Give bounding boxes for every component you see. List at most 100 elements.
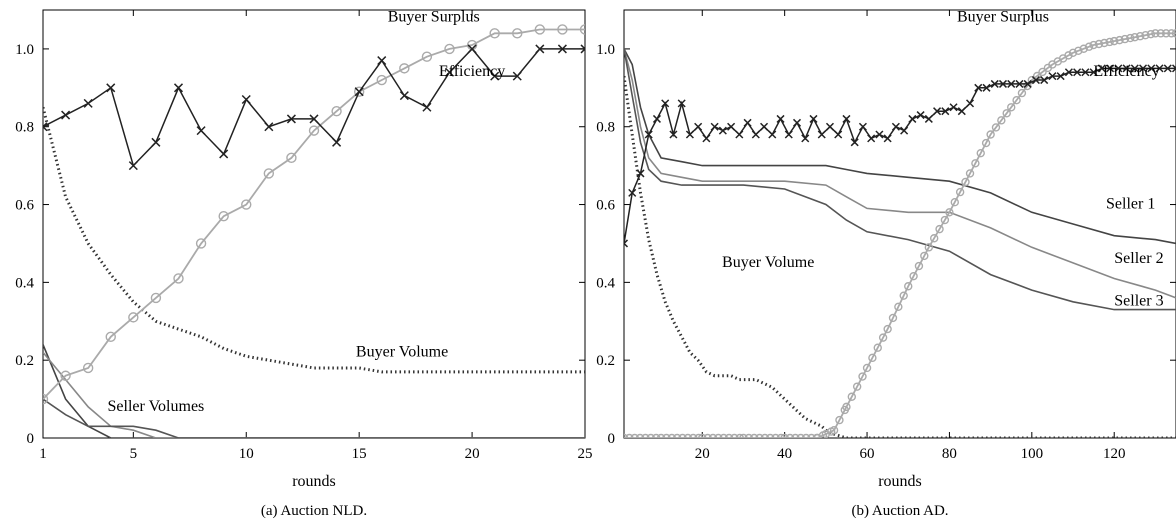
data-point-buyer_surplus bbox=[991, 123, 1001, 132]
data-point-buyer_surplus bbox=[579, 24, 585, 35]
data-point-efficiency bbox=[809, 114, 818, 123]
data-point-buyer_surplus bbox=[1002, 109, 1011, 118]
y-tick-label: 1.0 bbox=[596, 42, 615, 58]
annotation-label: Buyer Surplus bbox=[388, 9, 480, 26]
data-point-buyer_surplus bbox=[785, 433, 795, 438]
data-point-efficiency bbox=[535, 44, 545, 54]
data-point-buyer_surplus bbox=[899, 291, 908, 300]
data-point-buyer_surplus bbox=[1141, 31, 1150, 40]
data-point-buyer_surplus bbox=[807, 433, 816, 438]
data-point-efficiency bbox=[834, 130, 843, 139]
data-point-buyer_surplus bbox=[719, 433, 728, 438]
data-point-efficiency bbox=[377, 56, 387, 66]
annotation-label: Seller 2 bbox=[1114, 250, 1163, 267]
data-point-buyer_surplus bbox=[835, 415, 844, 425]
data-point-efficiency bbox=[784, 130, 793, 139]
data-point-efficiency bbox=[1064, 68, 1073, 77]
x-tick-label: 40 bbox=[777, 446, 792, 462]
data-point-efficiency bbox=[264, 122, 274, 132]
series-line-seller_volume_2 bbox=[43, 351, 585, 438]
x-tick-label: 5 bbox=[130, 446, 138, 462]
data-point-buyer_surplus bbox=[1171, 29, 1176, 38]
annotation-label: Seller 3 bbox=[1114, 293, 1163, 310]
annotation-label: Seller 1 bbox=[1106, 195, 1155, 212]
data-point-buyer_surplus bbox=[1012, 95, 1021, 105]
data-point-efficiency bbox=[1147, 64, 1156, 73]
data-point-buyer_surplus bbox=[868, 353, 877, 363]
annotation-label: Seller Volumes bbox=[108, 398, 205, 415]
data-point-buyer_surplus bbox=[1126, 33, 1135, 43]
data-point-buyer_surplus bbox=[888, 313, 898, 323]
data-point-buyer_surplus bbox=[489, 28, 500, 39]
data-point-buyer_surplus bbox=[656, 433, 666, 438]
data-point-buyer_surplus bbox=[1079, 44, 1088, 53]
data-point-buyer_surplus bbox=[1135, 32, 1145, 41]
x-tick-label: 60 bbox=[860, 446, 875, 462]
data-point-efficiency bbox=[1155, 64, 1164, 73]
data-point-efficiency bbox=[1163, 64, 1172, 73]
series-line-seller_2 bbox=[624, 48, 1176, 299]
data-point-efficiency bbox=[727, 122, 736, 131]
y-tick-label: 1.0 bbox=[15, 42, 34, 58]
data-point-buyer_surplus bbox=[1089, 40, 1098, 50]
data-point-buyer_surplus bbox=[878, 333, 888, 342]
data-point-buyer_surplus bbox=[683, 433, 693, 438]
series-layer bbox=[624, 29, 1176, 438]
data-point-efficiency bbox=[1171, 64, 1176, 73]
data-point-buyer_surplus bbox=[698, 433, 707, 438]
data-point-buyer_surplus bbox=[512, 28, 523, 39]
data-point-buyer_surplus bbox=[646, 433, 655, 438]
y-tick-label: 0.4 bbox=[596, 275, 615, 291]
data-point-efficiency bbox=[801, 134, 810, 143]
data-point-efficiency bbox=[628, 188, 637, 197]
data-point-efficiency bbox=[61, 110, 71, 120]
annotation-label: Buyer Volume bbox=[722, 254, 814, 271]
data-point-efficiency bbox=[309, 114, 319, 124]
plot-frame bbox=[623, 9, 1176, 439]
data-point-efficiency bbox=[636, 169, 645, 178]
data-point-efficiency bbox=[1056, 72, 1065, 81]
data-point-efficiency bbox=[1073, 68, 1082, 77]
data-point-efficiency bbox=[1023, 79, 1032, 88]
x-tick-label: 20 bbox=[695, 446, 710, 462]
data-point-buyer_surplus bbox=[924, 243, 934, 252]
data-point-buyer_surplus bbox=[173, 273, 184, 284]
data-point-efficiency bbox=[241, 94, 251, 105]
data-point-efficiency bbox=[908, 114, 917, 123]
panel-caption: (a) Auction NLD. bbox=[261, 503, 367, 519]
data-point-buyer_surplus bbox=[965, 169, 975, 178]
data-point-buyer_surplus bbox=[708, 433, 718, 438]
data-point-efficiency bbox=[1031, 76, 1040, 85]
x-tick-label: 20 bbox=[465, 446, 480, 462]
data-point-efficiency bbox=[875, 130, 884, 139]
x-tick-label: 120 bbox=[1103, 446, 1126, 462]
x-tick-label: 1 bbox=[39, 446, 47, 462]
data-point-buyer_surplus bbox=[1115, 35, 1124, 45]
data-point-buyer_surplus bbox=[689, 433, 698, 438]
y-tick-label: 0.8 bbox=[596, 120, 615, 136]
data-point-efficiency bbox=[1007, 79, 1016, 88]
y-tick-label: 0.6 bbox=[596, 198, 615, 214]
data-point-buyer_surplus bbox=[904, 282, 913, 291]
x-tick-label: 80 bbox=[942, 446, 957, 462]
data-point-buyer_surplus bbox=[630, 433, 639, 438]
data-point-efficiency bbox=[151, 137, 161, 147]
data-point-buyer_surplus bbox=[1130, 33, 1140, 42]
data-point-buyer_surplus bbox=[997, 116, 1006, 125]
data-point-efficiency bbox=[677, 99, 686, 108]
data-point-efficiency bbox=[490, 71, 500, 81]
data-point-buyer_surplus bbox=[749, 433, 759, 438]
data-point-buyer_surplus bbox=[678, 433, 687, 438]
x-axis-label: rounds bbox=[292, 473, 336, 490]
data-point-efficiency bbox=[1048, 72, 1057, 81]
data-point-buyer_surplus bbox=[950, 198, 959, 207]
data-point-buyer_surplus bbox=[1068, 48, 1078, 57]
data-point-efficiency bbox=[399, 91, 409, 101]
data-point-buyer_surplus bbox=[1146, 30, 1156, 39]
data-point-efficiency bbox=[990, 79, 999, 88]
series-line-seller_volume_3 bbox=[43, 398, 585, 438]
data-point-efficiency bbox=[332, 137, 342, 147]
series-line-efficiency bbox=[624, 67, 1176, 244]
data-point-buyer_surplus bbox=[739, 433, 748, 438]
data-point-buyer_surplus bbox=[1161, 29, 1171, 38]
